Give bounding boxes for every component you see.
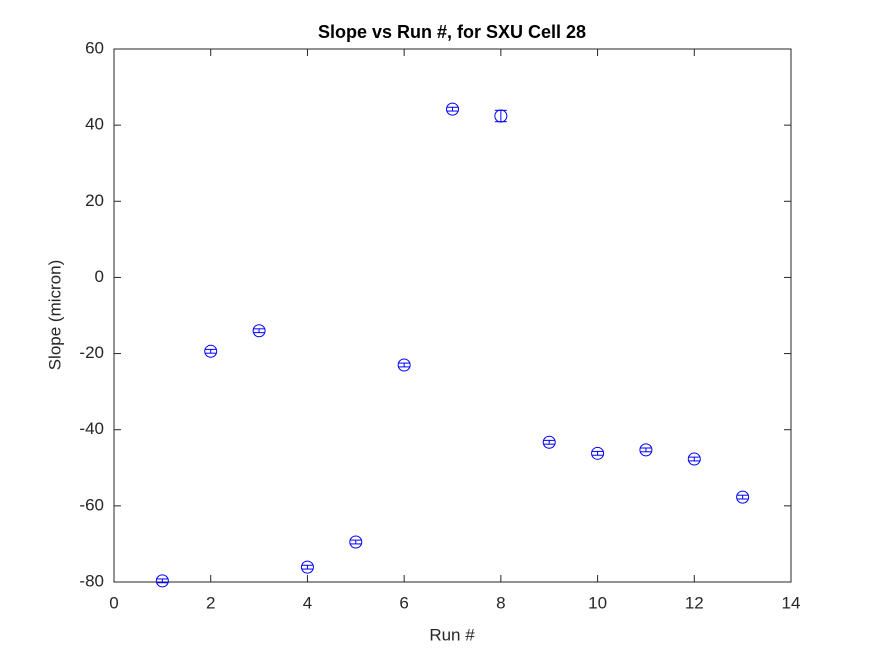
y-axis-label: Slope (micron) <box>45 260 64 371</box>
marker <box>687 452 701 466</box>
y-tick-label: -20 <box>79 343 104 362</box>
x-tick-label: 2 <box>206 593 215 612</box>
marker <box>736 490 750 504</box>
y-tick-label: 0 <box>95 267 104 286</box>
y-tick-label: -60 <box>79 495 104 514</box>
x-tick-label: 14 <box>782 593 801 612</box>
y-tick-label: 20 <box>85 191 104 210</box>
x-tick-label: 0 <box>109 593 118 612</box>
x-tick-label: 10 <box>588 593 607 612</box>
y-tick-label: 60 <box>85 38 104 57</box>
marker <box>397 358 411 372</box>
x-tick-label: 4 <box>303 593 312 612</box>
marker <box>542 435 556 449</box>
marker <box>494 109 508 123</box>
marker <box>349 535 363 549</box>
plot-area <box>113 48 792 583</box>
marker <box>204 344 218 358</box>
x-tick-label: 8 <box>496 593 505 612</box>
y-tick-label: -80 <box>79 571 104 590</box>
marker <box>446 102 459 116</box>
marker <box>300 560 314 574</box>
marker <box>252 324 266 338</box>
x-tick-label: 12 <box>685 593 704 612</box>
y-tick-label: -40 <box>79 419 104 438</box>
marker <box>591 446 605 460</box>
y-tick-label: 40 <box>85 115 104 134</box>
x-tick-label: 6 <box>399 593 408 612</box>
marker <box>155 574 169 588</box>
x-axis-label: Run # <box>429 625 475 644</box>
marker <box>639 443 653 457</box>
chart-title: Slope vs Run #, for SXU Cell 28 <box>318 22 586 42</box>
